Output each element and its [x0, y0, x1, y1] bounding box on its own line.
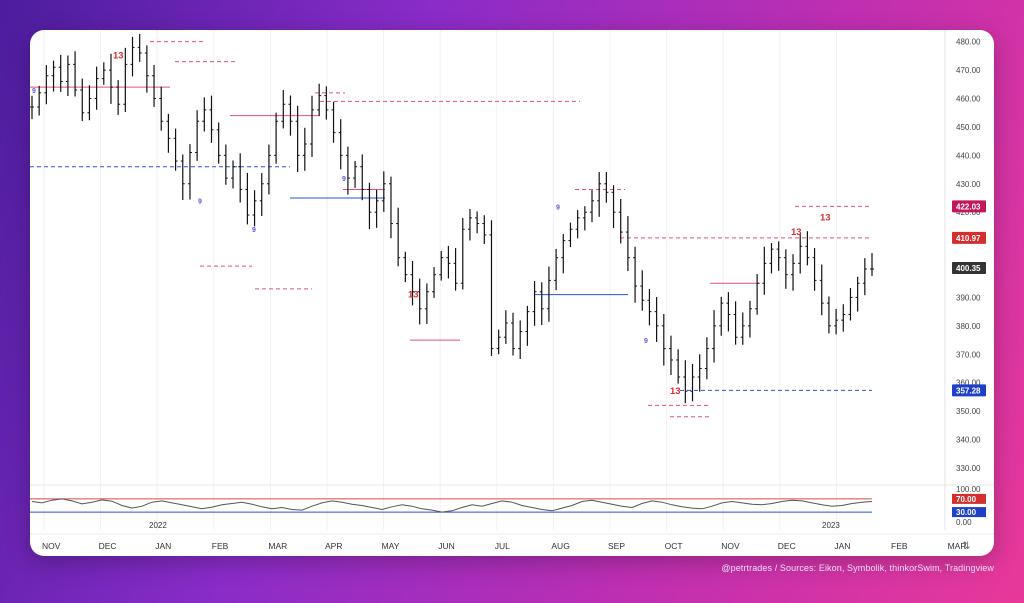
oscillator-tag-label: 70.00	[956, 495, 977, 504]
price-tag	[952, 384, 986, 397]
month-label: MAR	[268, 541, 287, 551]
sequence-count-label: 13	[408, 289, 419, 300]
month-label: APR	[325, 541, 342, 551]
sequence-count-label: 9	[32, 88, 36, 95]
month-label: DEC	[99, 541, 117, 551]
price-tick-label: 430.00	[956, 180, 981, 189]
price-tag-label: 400.35	[956, 264, 981, 273]
month-label: JAN	[834, 541, 850, 551]
oscillator-tick-label: 100.00	[956, 485, 981, 494]
price-tag	[952, 200, 986, 213]
price-tag	[952, 262, 986, 275]
sequence-count-label: 13	[113, 51, 124, 62]
price-tick-label: 460.00	[956, 95, 981, 104]
price-tag	[952, 231, 986, 244]
sequence-count-label: 13	[791, 227, 802, 238]
month-label: FEB	[891, 541, 908, 551]
month-label: MAY	[382, 541, 400, 551]
sequence-count-label: 9	[556, 204, 560, 211]
price-tick-label: 480.00	[956, 38, 981, 47]
price-tick-label: 360.00	[956, 379, 981, 388]
year-label: 2022	[149, 521, 167, 530]
month-label: JUL	[495, 541, 510, 551]
month-label: DEC	[778, 541, 796, 551]
sequence-count-label: 13	[820, 213, 831, 224]
price-tick-label: 440.00	[956, 151, 981, 160]
month-label: JAN	[155, 541, 171, 551]
price-tick-label: 330.00	[956, 464, 981, 473]
month-label: FEB	[212, 541, 229, 551]
month-label: NOV	[721, 541, 740, 551]
price-tag-label: 410.97	[956, 234, 981, 243]
month-label: NOV	[42, 541, 61, 551]
oscillator-tag	[952, 507, 986, 518]
price-tick-label: 380.00	[956, 322, 981, 331]
sequence-count-label: 9	[252, 227, 256, 234]
price-tick-label: 470.00	[956, 66, 981, 75]
chart-card: 13 13 13 13 13 9 9 9 9 9 9 480.00 470.00 460.00 450.0…	[30, 30, 994, 556]
price-tag-label: 422.03	[956, 202, 981, 211]
price-tick-label: 450.00	[956, 123, 981, 132]
month-label: JUN	[438, 541, 455, 551]
price-tag-label: 357.28	[956, 386, 981, 395]
sequence-count-label: 9	[644, 338, 648, 345]
month-label: AUG	[551, 541, 569, 551]
source-credit: @petrtrades / Sources: Eikon, Symbolik, …	[721, 563, 994, 573]
sequence-count-label: 9	[198, 199, 202, 206]
oscillator-tag	[952, 493, 986, 504]
price-tick-label: 420.00	[956, 208, 981, 217]
month-label: SEP	[608, 541, 625, 551]
sequence-count-label: 13	[670, 386, 681, 397]
price-tick-label: 390.00	[956, 293, 981, 302]
sequence-count-label: 9	[342, 176, 346, 183]
price-tick-label: 350.00	[956, 407, 981, 416]
swap-axis-icon[interactable]: ⇅	[962, 541, 970, 552]
price-tick-label: 340.00	[956, 436, 981, 445]
oscillator-tag-label: 30.00	[956, 508, 977, 517]
year-label: 2023	[822, 521, 840, 530]
month-label: OCT	[665, 541, 683, 551]
oscillator-tick-label: 0.00	[956, 518, 972, 527]
month-label: MAR	[948, 541, 967, 551]
price-tick-label: 370.00	[956, 350, 981, 359]
oscillator-line	[31, 498, 873, 513]
ohlc-chart: 13 13 13 13 13 9 9 9 9 9 9 480.00 470.00 460.00 450.0…	[30, 30, 994, 552]
